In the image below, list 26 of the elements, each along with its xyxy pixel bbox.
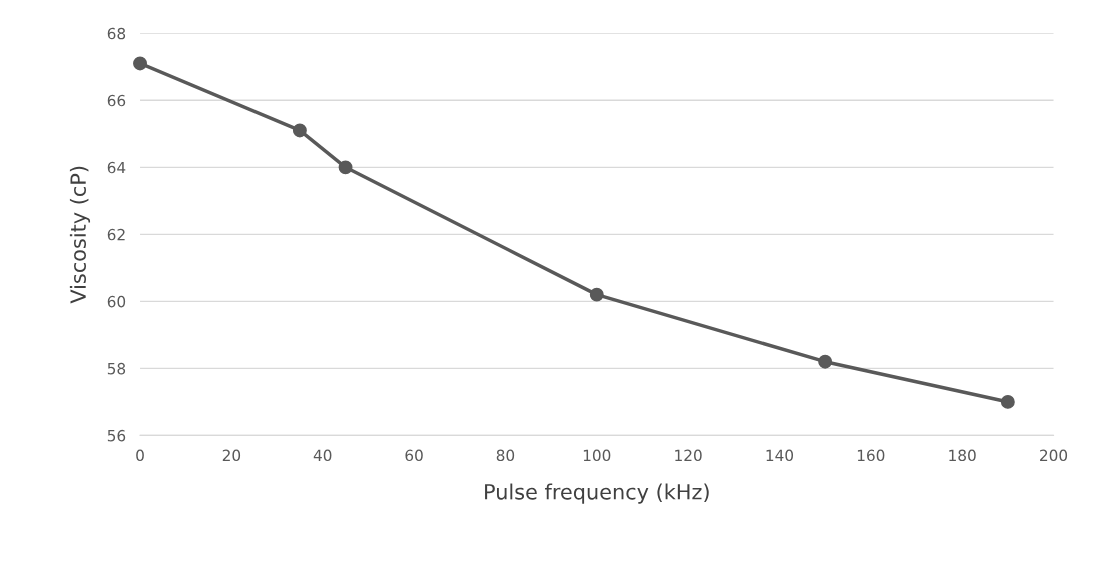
x-tick-label: 120 <box>675 449 702 462</box>
y-tick-label: 60 <box>107 295 126 308</box>
point <box>589 287 604 302</box>
point <box>292 123 307 138</box>
x-axis-title: Pulse frequency (kHz) <box>485 483 709 504</box>
x-tick-label: 140 <box>766 449 794 462</box>
x-tick-label: 0 <box>136 449 144 462</box>
point <box>818 354 833 369</box>
x-tick-label: 80 <box>496 449 515 462</box>
y-axis-title: Viscosity (cP) <box>69 166 91 304</box>
y-tick-label: 66 <box>107 94 126 107</box>
point <box>1000 394 1015 409</box>
y-tick-label: 64 <box>107 161 126 174</box>
x-tick-label: 40 <box>313 449 332 462</box>
x-tick-label: 160 <box>857 449 885 462</box>
y-tick-label: 58 <box>107 362 126 375</box>
x-tick-label: 200 <box>1040 449 1068 462</box>
y-tick-label: 56 <box>107 429 126 442</box>
x-tick-label: 20 <box>222 449 241 462</box>
x-tick-label: 180 <box>949 449 976 462</box>
x-tick-label: 60 <box>405 449 423 462</box>
y-tick-label: 68 <box>107 27 126 40</box>
x-tick-label: 100 <box>583 449 611 462</box>
point <box>338 160 353 175</box>
y-tick-label: 62 <box>107 228 125 241</box>
point <box>133 56 147 71</box>
